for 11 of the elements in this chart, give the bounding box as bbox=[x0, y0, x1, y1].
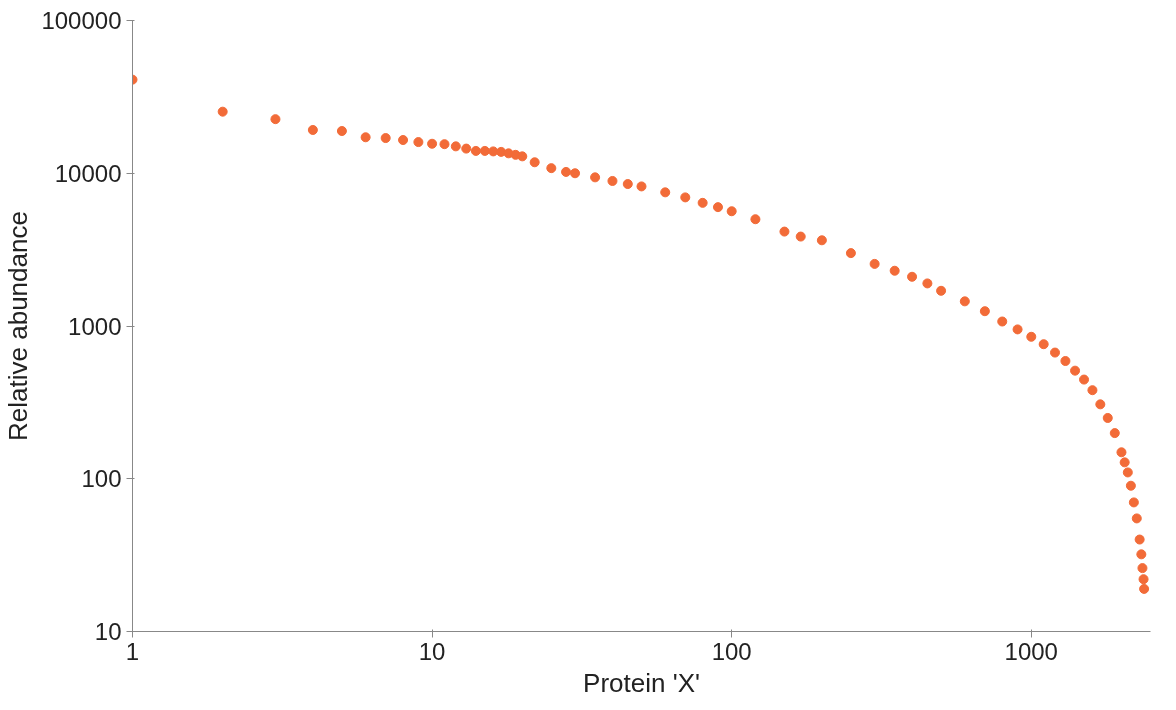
y-tick-label: 100000 bbox=[41, 7, 122, 34]
y-tick-label: 1000 bbox=[68, 312, 122, 340]
x-tick-label: 1000 bbox=[1004, 637, 1058, 665]
y-axis-title: Relative abundance bbox=[3, 211, 34, 441]
y-tick-label: 10000 bbox=[54, 159, 122, 187]
x-tick-label: 1 bbox=[125, 637, 140, 665]
y-tick-label: 100 bbox=[81, 465, 122, 493]
x-tick-label: 100 bbox=[711, 637, 752, 665]
x-tick-label: 10 bbox=[418, 637, 446, 665]
y-tick-label: 10 bbox=[94, 618, 122, 645]
x-axis-title: Protein 'X' bbox=[583, 667, 700, 698]
